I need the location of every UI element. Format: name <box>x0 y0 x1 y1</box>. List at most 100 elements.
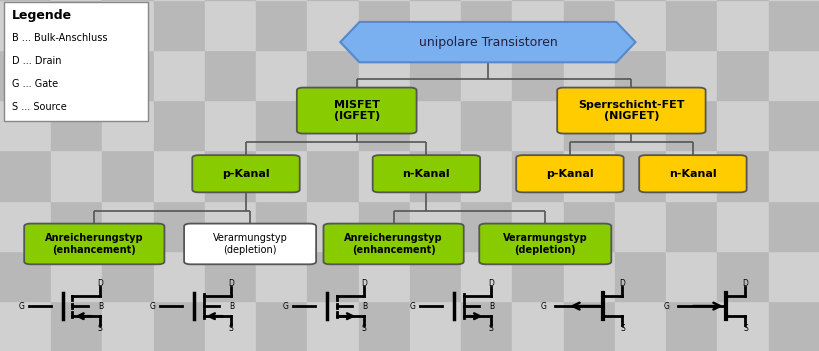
Bar <box>359 50 410 100</box>
Text: D: D <box>228 279 234 288</box>
Bar <box>307 0 359 50</box>
Bar <box>410 151 460 200</box>
Bar <box>51 301 102 351</box>
Text: D: D <box>487 279 494 288</box>
Bar <box>307 251 359 301</box>
Bar <box>154 251 205 301</box>
Bar <box>717 301 768 351</box>
Text: n-Kanal: n-Kanal <box>402 169 450 179</box>
Text: Anreicherungstyp
(enhancement): Anreicherungstyp (enhancement) <box>344 233 442 255</box>
Bar <box>256 200 307 251</box>
Bar <box>410 200 460 251</box>
Bar <box>512 100 563 151</box>
Bar <box>563 251 614 301</box>
Bar <box>410 100 460 151</box>
Text: S: S <box>619 324 624 333</box>
Bar <box>665 151 717 200</box>
Bar <box>154 301 205 351</box>
Bar <box>0 0 51 50</box>
Text: Legende: Legende <box>12 9 72 22</box>
Bar <box>717 251 768 301</box>
Text: D: D <box>360 279 367 288</box>
Bar <box>0 301 51 351</box>
Text: S: S <box>97 324 102 333</box>
Text: G: G <box>663 302 669 311</box>
Bar <box>307 151 359 200</box>
Bar <box>205 50 256 100</box>
FancyBboxPatch shape <box>557 87 704 133</box>
Bar <box>0 151 51 200</box>
Text: unipolare Transistoren: unipolare Transistoren <box>418 35 557 49</box>
Bar <box>512 0 563 50</box>
Text: n-Kanal: n-Kanal <box>668 169 716 179</box>
Text: p-Kanal: p-Kanal <box>545 169 593 179</box>
Bar <box>51 0 102 50</box>
Text: B: B <box>489 302 494 311</box>
Bar <box>307 200 359 251</box>
Bar <box>614 301 665 351</box>
Text: p-Kanal: p-Kanal <box>222 169 269 179</box>
Bar <box>512 200 563 251</box>
Bar <box>205 151 256 200</box>
Bar <box>614 251 665 301</box>
Text: D: D <box>618 279 625 288</box>
Bar <box>51 251 102 301</box>
FancyBboxPatch shape <box>478 224 611 264</box>
Bar <box>460 0 512 50</box>
FancyBboxPatch shape <box>192 155 300 192</box>
Text: Verarmungstyp
(depletion): Verarmungstyp (depletion) <box>212 233 287 255</box>
FancyBboxPatch shape <box>296 87 416 133</box>
Bar <box>102 100 154 151</box>
Bar <box>768 200 819 251</box>
Bar <box>460 200 512 251</box>
Bar <box>359 301 410 351</box>
Bar <box>307 50 359 100</box>
FancyBboxPatch shape <box>639 155 746 192</box>
FancyBboxPatch shape <box>183 224 315 264</box>
Bar <box>359 251 410 301</box>
Text: Anreicherungstyp
(enhancement): Anreicherungstyp (enhancement) <box>45 233 143 255</box>
Text: G: G <box>18 302 25 311</box>
FancyBboxPatch shape <box>4 2 147 121</box>
Bar <box>51 200 102 251</box>
Text: G: G <box>409 302 415 311</box>
Bar <box>205 100 256 151</box>
Bar <box>102 251 154 301</box>
Bar <box>665 200 717 251</box>
Bar <box>460 251 512 301</box>
Bar <box>768 100 819 151</box>
Bar <box>359 200 410 251</box>
Bar <box>717 100 768 151</box>
Bar <box>768 301 819 351</box>
Bar <box>102 301 154 351</box>
Bar <box>256 0 307 50</box>
Bar <box>410 301 460 351</box>
Bar <box>154 200 205 251</box>
Bar <box>410 50 460 100</box>
Bar <box>51 151 102 200</box>
Text: S ... Source: S ... Source <box>12 102 67 112</box>
Bar <box>154 100 205 151</box>
Bar <box>154 151 205 200</box>
Bar <box>154 0 205 50</box>
Text: D ... Drain: D ... Drain <box>12 56 61 66</box>
Bar <box>563 301 614 351</box>
Bar <box>256 100 307 151</box>
Bar <box>307 301 359 351</box>
Text: S: S <box>488 324 493 333</box>
FancyBboxPatch shape <box>516 155 623 192</box>
Bar <box>460 50 512 100</box>
Bar <box>0 251 51 301</box>
Bar <box>0 100 51 151</box>
Bar <box>460 151 512 200</box>
Bar <box>307 100 359 151</box>
FancyBboxPatch shape <box>372 155 480 192</box>
Bar <box>665 100 717 151</box>
Text: Verarmungstyp
(depletion): Verarmungstyp (depletion) <box>502 233 587 255</box>
Text: MISFET
(IGFET): MISFET (IGFET) <box>333 100 379 121</box>
Bar <box>205 301 256 351</box>
Text: Sperrschicht-FET
(NIGFET): Sperrschicht-FET (NIGFET) <box>577 100 684 121</box>
Bar <box>512 50 563 100</box>
Bar <box>359 0 410 50</box>
Bar <box>359 100 410 151</box>
